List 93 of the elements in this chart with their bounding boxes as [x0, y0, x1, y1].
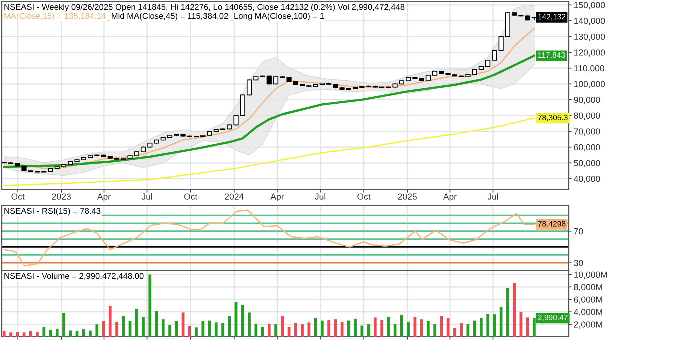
bar [427, 321, 430, 337]
x-tick-label: Apr [97, 194, 111, 202]
bar [42, 327, 46, 337]
y-tick-label: 60,000 [574, 144, 600, 152]
y-tick-label: 2,000M [574, 322, 602, 329]
bar [400, 315, 404, 337]
bar [62, 313, 66, 337]
annotation: Mid MA(Close,45) = 115,384.02 [112, 13, 228, 21]
y-tick-label: 90,000 [574, 97, 600, 104]
bar [354, 318, 357, 337]
bar [334, 320, 338, 337]
y-tick-label: 4,000M [574, 309, 602, 316]
x-tick-label: Jul [315, 193, 326, 200]
y-tick-label: 70 [574, 228, 584, 235]
y-tick-label: 30 [574, 260, 584, 266]
bar [116, 322, 118, 337]
bar [89, 330, 92, 337]
bar [56, 328, 59, 337]
bar [281, 316, 284, 337]
bar [168, 325, 172, 337]
bar [162, 320, 165, 337]
y-tick-label: 130,000 [574, 34, 606, 42]
bar [10, 332, 12, 337]
x-tick-label: Oct [12, 194, 25, 200]
y-tick-label: 70,000 [574, 128, 600, 136]
bar [274, 324, 278, 337]
bar [407, 322, 410, 337]
line-series [4, 28, 536, 170]
x-tick-label: Oct [184, 194, 198, 200]
bar [513, 283, 516, 337]
bar [506, 288, 510, 337]
bar [308, 322, 311, 337]
bar [16, 332, 20, 337]
bar [486, 314, 490, 337]
bar [374, 318, 377, 337]
bar [135, 308, 138, 337]
bar [241, 305, 244, 337]
bar [328, 320, 330, 337]
bar [69, 330, 72, 337]
bar [82, 330, 86, 337]
bar [268, 324, 271, 337]
y-tick-label: 6,000M [574, 296, 602, 304]
bar [36, 332, 39, 337]
bar [294, 323, 298, 337]
bar [480, 318, 483, 337]
x-tick-label: Oct [358, 194, 371, 200]
bar [434, 324, 436, 337]
chart-title: NSEASI - Volume = 2,990,472,448.00 [4, 273, 144, 280]
bar [254, 324, 258, 337]
bar [195, 328, 198, 337]
x-tick-label: Jul [488, 193, 498, 200]
x-tick-label: 2023 [52, 194, 71, 200]
bar [108, 306, 112, 337]
bar [49, 330, 52, 337]
chart-title: NSEASI - Weekly 09/26/2025 Open 141845, Hi 142276, Lo 140655, Close 142132 (0.2%) Vol 2,990,472,448 [4, 4, 405, 12]
bar [188, 326, 192, 337]
bar [214, 322, 218, 337]
y-tick-label: 8,000M [574, 284, 602, 292]
x-tick-label: Jul [142, 193, 152, 200]
text: MA(Close,15) = 135,184.14 [4, 13, 106, 21]
x-tick-label: 2025 [398, 194, 417, 200]
bar [228, 316, 232, 337]
y-tick-label: 100,000 [574, 81, 606, 88]
chart-title: NSEASI - RSI(15) = 78.43 [4, 208, 101, 216]
bar [454, 328, 456, 337]
bar [22, 332, 26, 337]
bar [122, 316, 126, 337]
x-tick-label: Apr [443, 194, 457, 202]
annotation: Long MA(Close,100) = 1 [234, 13, 324, 21]
bar [380, 320, 384, 337]
y-tick-label: 120,000 [574, 50, 606, 57]
bar [148, 274, 152, 337]
bar [320, 320, 324, 337]
y-tick-label: 150,000 [574, 2, 606, 10]
bar [222, 323, 224, 337]
y-tick-label: 140,000 [574, 18, 606, 26]
bar [29, 331, 32, 337]
bar [301, 324, 304, 337]
y-tick-label: 10,000M [574, 272, 608, 280]
bar [142, 317, 145, 337]
bar [348, 320, 350, 337]
y-tick-label: 40,000 [574, 176, 600, 184]
bar [2, 331, 6, 337]
bar [175, 321, 178, 337]
x-tick-label: 2024 [225, 194, 244, 200]
bar [460, 323, 463, 337]
bar [248, 312, 251, 337]
bar [202, 321, 205, 337]
y-tick-label: 80,000 [574, 112, 600, 120]
x-tick-label: Apr [270, 194, 284, 202]
y-tick-label: 50,000 [574, 160, 600, 168]
bar [96, 324, 99, 337]
y-tick-label: 110,000 [574, 65, 605, 73]
